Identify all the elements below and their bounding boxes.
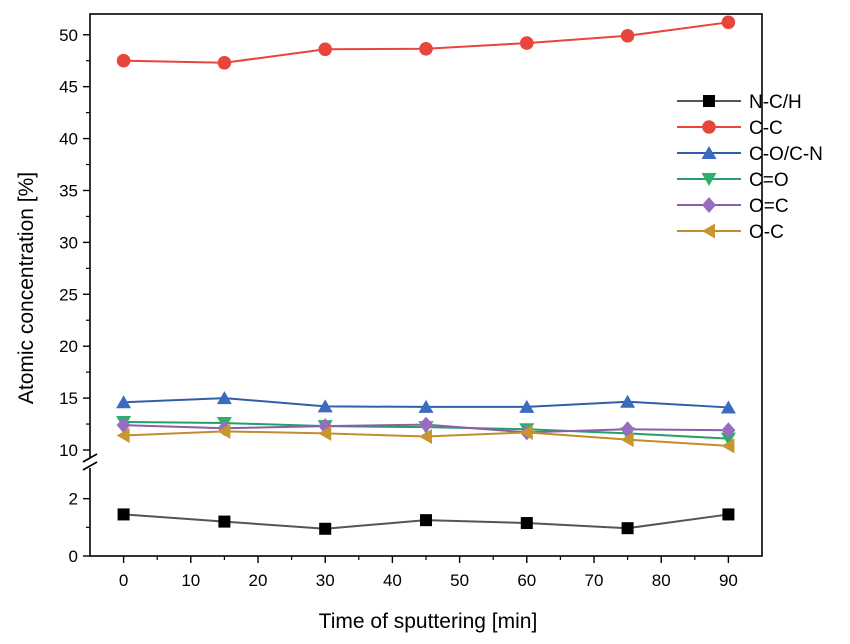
data-point [520,36,534,50]
legend-marker [701,173,717,186]
data-point [419,429,432,445]
legend-marker [702,197,716,213]
axis-break-mark [82,461,98,471]
plot-area: 0 10 20 30 40 50 60 70 80 90 0 2 10 15 20 25 30 35 40 45 50 N… [59,13,823,590]
data-point [116,53,131,68]
y-tick-label: 20 [59,337,78,356]
y-tick-label: 15 [59,389,78,408]
x-tick-label: 20 [249,571,268,590]
x-tick-label: 90 [719,571,738,590]
legend-marker [701,146,717,159]
legend-marker [703,95,715,107]
data-point [117,508,130,521]
data-point [722,508,735,521]
legend-marker [702,223,715,239]
data-point [620,421,635,438]
x-tick-label: 50 [450,571,469,590]
legend-label: C-O/C-N [749,144,823,165]
legend-marker [702,120,716,134]
data-point [721,438,735,454]
data-point [519,424,533,440]
data-point [721,15,736,30]
y-tick-label: 10 [59,441,78,460]
y-tick-label: 40 [59,130,78,149]
x-axis-title: Time of sputtering [min] [319,610,538,633]
data-point [318,425,332,441]
data-point [317,399,333,413]
data-point [216,391,232,405]
data-point [621,522,634,535]
data-point [620,432,634,448]
x-tick-label: 60 [517,571,536,590]
x-tick-label: 10 [181,571,200,590]
y-tick-label: 0 [69,547,78,566]
data-point [721,422,736,439]
y-tick-label: 35 [59,181,78,200]
data-point [720,400,736,414]
data-point [420,514,432,527]
y-tick-label: 25 [59,285,78,304]
legend-label: O-C [749,222,784,243]
data-point [620,29,635,43]
data-point [116,427,130,443]
axis-break-gap [84,458,96,468]
legend-label: N-C/H [749,92,802,113]
data-point [720,432,736,446]
data-point [319,522,332,535]
legend-label: O=C [749,196,789,217]
data-point [318,42,333,57]
axis-break-mark [82,453,98,463]
legend-label: C-C [749,118,783,139]
y-axis-title: Atomic concentration [%] [15,172,38,404]
y-tick-label: 45 [59,78,78,97]
y-tick-label: 50 [59,26,78,45]
y-tick-label: 2 [69,490,78,509]
data-point [620,394,636,408]
x-tick-label: 30 [316,571,335,590]
x-tick-label: 70 [585,571,604,590]
plot-frame [89,13,763,557]
data-point [116,395,132,409]
data-point [218,515,231,528]
data-point [217,55,232,70]
data-point [520,517,533,530]
x-tick-label: 80 [652,571,671,590]
x-tick-label: 40 [383,571,402,590]
data-point [419,416,433,433]
data-point [519,399,535,413]
data-point [116,417,131,434]
data-point [418,399,434,413]
data-point [419,41,433,56]
y-tick-label: 30 [59,233,78,252]
x-tick-label: 0 [119,571,128,590]
data-point [217,423,231,439]
legend-label: C=O [749,170,789,191]
